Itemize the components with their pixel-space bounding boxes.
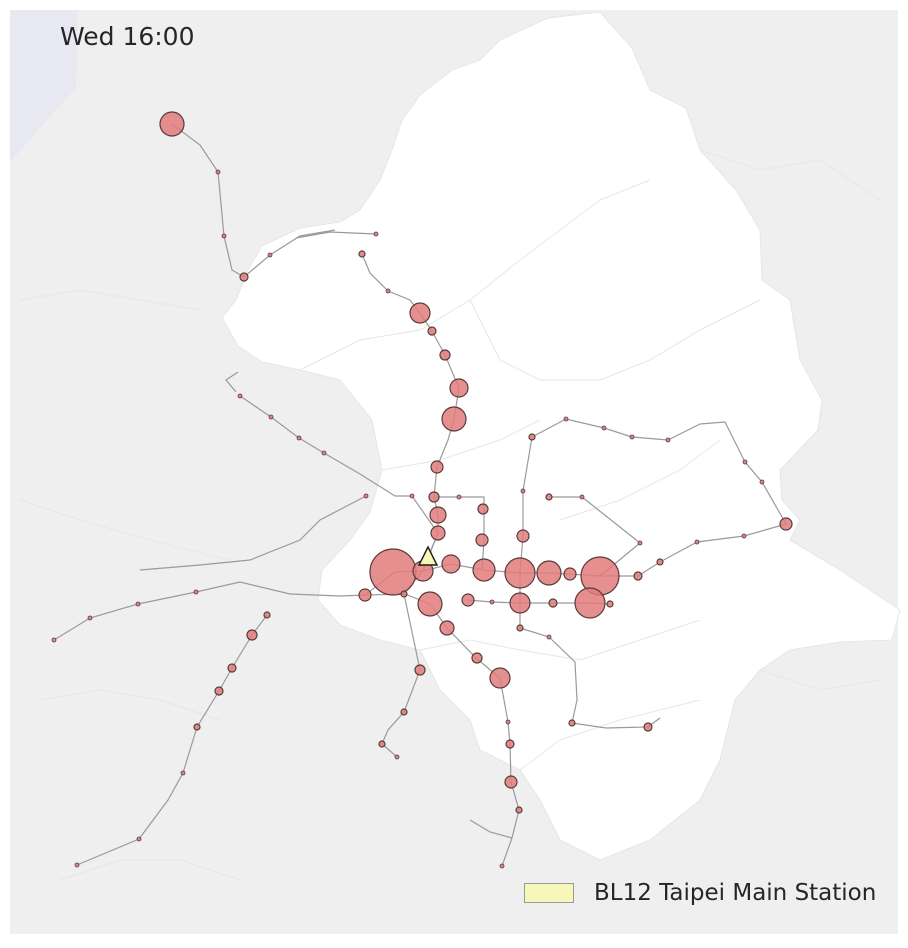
station-bubble — [779, 517, 793, 531]
station-bubble — [499, 863, 505, 869]
station-bubble — [227, 663, 237, 673]
station-bubble — [471, 652, 483, 664]
station-bubble — [268, 414, 274, 420]
station-bubble — [237, 393, 243, 399]
station-bubble — [505, 739, 515, 749]
station-bubble — [516, 624, 524, 632]
station-bubble — [439, 349, 451, 361]
station-bubble — [515, 806, 523, 814]
station-bubble — [321, 450, 327, 456]
station-bubble — [409, 493, 415, 499]
station-bubble — [414, 664, 426, 676]
station-bubble — [574, 587, 606, 619]
station-bubble — [214, 686, 224, 696]
station-bubble — [159, 111, 185, 137]
station-bubble — [520, 488, 526, 494]
station-bubble — [665, 437, 671, 443]
station-bubble — [193, 723, 201, 731]
station-bubble — [74, 862, 80, 868]
city-area — [221, 11, 901, 861]
station-bubble — [427, 326, 437, 336]
station-bubble — [456, 494, 462, 500]
station-bubble — [441, 406, 467, 432]
station-bubble — [239, 272, 249, 282]
station-bubble — [742, 459, 748, 465]
station-bubble — [51, 637, 57, 643]
station-bubble — [400, 708, 408, 716]
stations-layer — [51, 111, 793, 869]
station-bubble — [516, 529, 530, 543]
station-bubble — [135, 601, 141, 607]
station-bubble — [439, 620, 455, 636]
station-bubble — [694, 539, 700, 545]
station-bubble — [489, 667, 511, 689]
station-bubble — [504, 557, 536, 589]
legend-swatch — [524, 883, 574, 903]
station-bubble — [505, 719, 511, 725]
station-bubble — [136, 836, 142, 842]
station-bubble — [563, 416, 569, 422]
station-bubble — [545, 493, 553, 501]
station-bubble — [263, 611, 271, 619]
legend-label: BL12 Taipei Main Station — [594, 880, 877, 906]
station-bubble — [461, 593, 475, 607]
station-bubble — [477, 503, 489, 515]
station-bubble — [548, 598, 558, 608]
station-bubble — [441, 554, 461, 574]
station-bubble — [430, 460, 444, 474]
station-bubble — [449, 378, 469, 398]
station-bubble — [741, 533, 747, 539]
station-bubble — [637, 540, 643, 546]
station-bubble — [221, 233, 227, 239]
station-bubble — [528, 433, 536, 441]
station-bubble — [536, 560, 562, 586]
station-bubble — [429, 506, 447, 524]
station-bubble — [504, 775, 518, 789]
station-bubble — [428, 491, 440, 503]
station-bubble — [601, 425, 607, 431]
station-bubble — [606, 600, 614, 608]
station-bubble — [378, 740, 386, 748]
triangle-marker-icon — [417, 545, 439, 566]
station-bubble — [656, 558, 664, 566]
station-bubble — [759, 479, 765, 485]
sea-area — [10, 10, 78, 160]
station-bubble — [579, 494, 585, 500]
station-bubble — [629, 434, 635, 440]
station-bubble — [643, 722, 653, 732]
station-bubble — [180, 770, 186, 776]
station-bubble — [400, 590, 408, 598]
station-bubble — [193, 589, 199, 595]
station-bubble — [409, 302, 431, 324]
station-bubble — [430, 525, 446, 541]
station-bubble — [475, 533, 489, 547]
station-bubble — [546, 634, 552, 640]
time-label: Wed 16:00 — [60, 22, 195, 51]
station-bubble — [472, 558, 496, 582]
station-bubble — [87, 615, 93, 621]
station-bubble — [563, 567, 577, 581]
station-bubble — [296, 435, 302, 441]
station-bubble — [358, 588, 372, 602]
station-bubble — [246, 629, 258, 641]
legend: BL12 Taipei Main Station — [524, 880, 876, 906]
station-bubble — [215, 169, 221, 175]
station-bubble — [267, 252, 273, 258]
station-bubble — [489, 599, 495, 605]
station-bubble — [417, 591, 443, 617]
station-bubble — [385, 288, 391, 294]
district-boundaries — [19, 149, 881, 881]
station-bubble — [363, 493, 369, 499]
station-bubble — [394, 754, 400, 760]
station-bubble — [633, 571, 643, 581]
station-bubble — [369, 548, 417, 596]
station-bubble — [568, 719, 576, 727]
station-bubble — [358, 250, 366, 258]
station-bubble — [509, 592, 531, 614]
station-bubble — [373, 231, 379, 237]
